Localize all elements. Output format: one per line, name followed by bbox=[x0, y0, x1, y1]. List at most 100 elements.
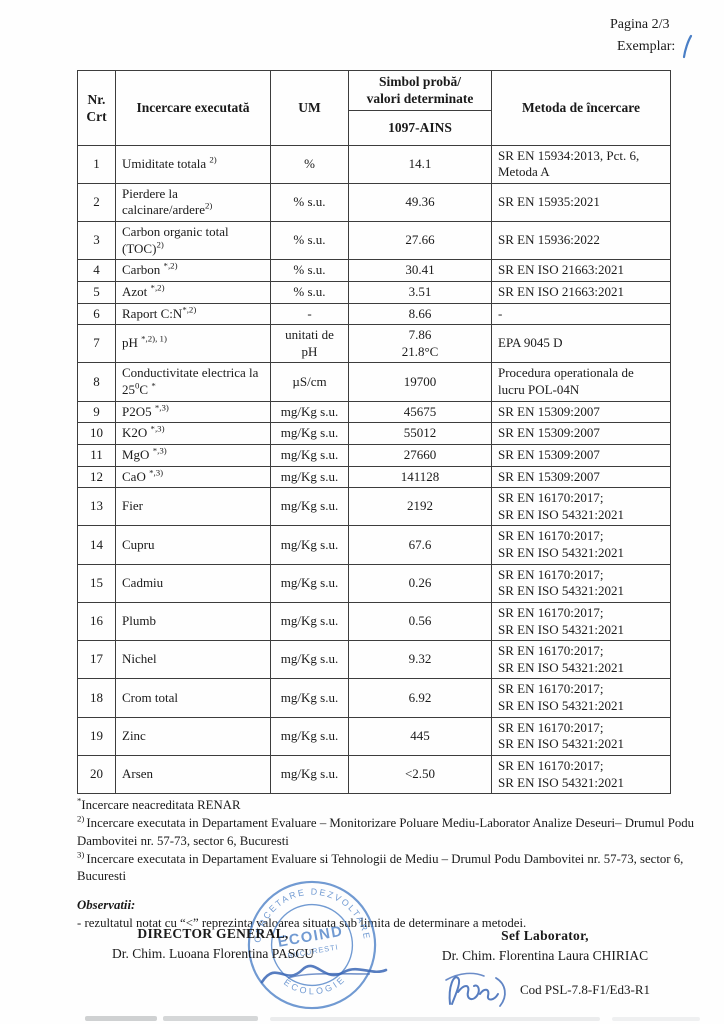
method-cell: SR EN 15309:2007 bbox=[491, 465, 671, 489]
table-row: 19 Zinc mg/Kg s.u. 445 SR EN 16170:2017; SR … bbox=[77, 716, 671, 756]
exemplar-label: Exemplar: bbox=[617, 39, 676, 55]
table-row: 4 Carbon *,2)% s.u. 30.41 SR EN ISO 21663:2… bbox=[77, 259, 671, 282]
row-number-cell: 19 bbox=[77, 716, 116, 756]
observations-title: Observatii: bbox=[77, 898, 136, 913]
um-cell: mg/Kg s.u. bbox=[270, 443, 349, 467]
test-name-cell: Plumb bbox=[115, 601, 271, 642]
stamp-ring-bottom-text: ECOLOGIE bbox=[281, 967, 350, 1002]
table-row: 18 Crom total mg/Kg s.u. 6.92 SR EN 16170:20… bbox=[77, 678, 671, 718]
table-row: 9 P2O5 *,3) mg/Kg s.u. 45675 SR EN 15309:200… bbox=[77, 400, 671, 424]
row-number-cell: 8 bbox=[77, 362, 116, 402]
row-number-cell: 6 bbox=[77, 302, 116, 326]
method-cell: SR EN 16170:2017; SR EN ISO 54321:2021 bbox=[491, 525, 671, 565]
results-table-body: 1 Umiditate totala 2)% 14.1 SR EN 15934:201… bbox=[77, 144, 671, 795]
table-row: 16 Plumb mg/Kg s.u. 0.56 SR EN 16170:2017; S… bbox=[77, 601, 671, 642]
lab-head-name: Dr. Chim. Florentina Laura CHIRIAC bbox=[441, 948, 649, 963]
value-cell: 49.36 bbox=[348, 182, 492, 223]
method-cell: Procedura operationala de lucru POL-04N bbox=[491, 362, 671, 402]
row-number-cell: 11 bbox=[77, 443, 116, 467]
table-row: 11 MgO *,3) mg/Kg s.u. 27660 SR EN 15309:200… bbox=[77, 443, 671, 467]
method-cell: SR EN 15309:2007 bbox=[491, 422, 671, 445]
value-cell: 0.26 bbox=[348, 563, 492, 603]
test-name-cell: Nichel bbox=[115, 640, 271, 680]
test-name-cell: MgO *,3) bbox=[115, 443, 271, 467]
row-number-cell: 4 bbox=[77, 259, 116, 282]
table-row: 7 pH *,2), 1) unitati de pH 7.86 21.8°C EPA … bbox=[77, 324, 671, 364]
table-row: 13 Fier mg/Kg s.u. 2192 SR EN 16170:2017; SR… bbox=[77, 487, 671, 527]
um-cell: mg/Kg s.u. bbox=[270, 716, 349, 756]
header-method: Metoda de încercare bbox=[491, 70, 671, 146]
page-meta: Pagina 2/3 Exemplar: bbox=[610, 16, 693, 60]
test-name-cell: Cadmiu bbox=[115, 563, 271, 603]
value-cell: 0.56 bbox=[348, 601, 492, 642]
um-cell: mg/Kg s.u. bbox=[270, 601, 349, 642]
table-row: 15 Cadmiu mg/Kg s.u. 0.26 SR EN 16170:2017; … bbox=[77, 563, 671, 603]
test-name-cell: Carbon *,2) bbox=[115, 259, 271, 282]
row-number-cell: 9 bbox=[77, 400, 116, 424]
footnote: *Incercare neacreditata RENAR bbox=[77, 795, 241, 813]
header-sample-id: 1097-AINS bbox=[348, 109, 492, 146]
row-number-cell: 1 bbox=[77, 144, 116, 184]
table-row: 20 Arsen mg/Kg s.u. <2.50 SR EN 16170:2017; … bbox=[77, 754, 671, 795]
director-signature-block: DIRECTOR GENERAL, Dr. Chim. Luoana Flore… bbox=[88, 926, 338, 962]
method-cell: SR EN 16170:2017; SR EN ISO 54321:2021 bbox=[491, 754, 671, 795]
test-name-cell: Pierdere la calcinare/ardere2) bbox=[115, 182, 271, 223]
lab-head-role: Sef Laborator, bbox=[501, 928, 589, 943]
um-cell: % s.u. bbox=[270, 182, 349, 223]
um-cell: mg/Kg s.u. bbox=[270, 487, 349, 527]
method-cell: SR EN 16170:2017; SR EN ISO 54321:2021 bbox=[491, 563, 671, 603]
table-row: 6 Raport C:N*,2) -8.66- bbox=[77, 302, 671, 326]
value-cell: 3.51 bbox=[348, 280, 492, 304]
test-name-cell: Cupru bbox=[115, 525, 271, 565]
value-cell: 7.86 21.8°C bbox=[348, 324, 492, 364]
director-role: DIRECTOR GENERAL, bbox=[137, 926, 289, 941]
method-cell: SR EN 15934:2013, Pct. 6, Metoda A bbox=[491, 144, 671, 184]
row-number-cell: 7 bbox=[77, 324, 116, 364]
test-name-cell: K2O *,3) bbox=[115, 422, 271, 445]
um-cell: unitati de pH bbox=[270, 324, 349, 364]
table-row: 2 Pierdere la calcinare/ardere2)% s.u. 49.… bbox=[77, 182, 671, 223]
header-nr-crt: Nr. Crt bbox=[77, 70, 116, 146]
exemplar-handwritten-mark bbox=[683, 35, 693, 59]
scan-artifact bbox=[85, 1016, 157, 1021]
document-code: Cod PSL-7.8-F1/Ed3-R1 bbox=[519, 982, 650, 997]
method-cell: SR EN 16170:2017; SR EN ISO 54321:2021 bbox=[491, 640, 671, 680]
um-cell: % s.u. bbox=[270, 280, 349, 304]
method-cell: SR EN 15935:2021 bbox=[491, 182, 671, 223]
method-cell: SR EN ISO 21663:2021 bbox=[491, 280, 671, 304]
row-number-cell: 18 bbox=[77, 678, 116, 718]
row-number-cell: 20 bbox=[77, 754, 116, 795]
value-cell: 45675 bbox=[348, 400, 492, 424]
value-cell: 9.32 bbox=[348, 640, 492, 680]
header-um: UM bbox=[270, 70, 349, 146]
scan-artifact bbox=[163, 1016, 258, 1021]
um-cell: - bbox=[270, 302, 349, 326]
value-cell: 55012 bbox=[348, 422, 492, 445]
test-name-cell: Arsen bbox=[115, 754, 271, 795]
method-cell: SR EN 16170:2017; SR EN ISO 54321:2021 bbox=[491, 716, 671, 756]
um-cell: % bbox=[270, 144, 349, 184]
row-number-cell: 12 bbox=[77, 465, 116, 489]
value-cell: <2.50 bbox=[348, 754, 492, 795]
value-cell: 8.66 bbox=[348, 302, 492, 326]
footnotes: *Incercare neacreditata RENAR 2) Incercar… bbox=[77, 797, 699, 885]
method-cell: SR EN 16170:2017; SR EN ISO 54321:2021 bbox=[491, 487, 671, 527]
row-number-cell: 5 bbox=[77, 280, 116, 304]
value-cell: 27660 bbox=[348, 443, 492, 467]
lab-head-signature bbox=[445, 972, 506, 1007]
value-cell: 67.6 bbox=[348, 525, 492, 565]
test-name-cell: Conductivitate electrica la 250C * bbox=[115, 362, 271, 402]
test-name-cell: Carbon organic total (TOC)2) bbox=[115, 221, 271, 261]
footnote: 3) Incercare executata in Departament Ev… bbox=[77, 849, 684, 884]
um-cell: µS/cm bbox=[270, 362, 349, 402]
test-name-cell: CaO *,3) bbox=[115, 465, 271, 489]
method-cell: SR EN 16170:2017; SR EN ISO 54321:2021 bbox=[491, 678, 671, 718]
test-name-cell: Crom total bbox=[115, 678, 271, 718]
row-number-cell: 2 bbox=[77, 182, 116, 223]
test-name-cell: Zinc bbox=[115, 716, 271, 756]
test-name-cell: Raport C:N*,2) bbox=[115, 302, 271, 326]
um-cell: % s.u. bbox=[270, 259, 349, 282]
table-row: 8 Conductivitate electrica la 250C * µS/cm… bbox=[77, 362, 671, 402]
row-number-cell: 3 bbox=[77, 221, 116, 261]
value-cell: 30.41 bbox=[348, 259, 492, 282]
